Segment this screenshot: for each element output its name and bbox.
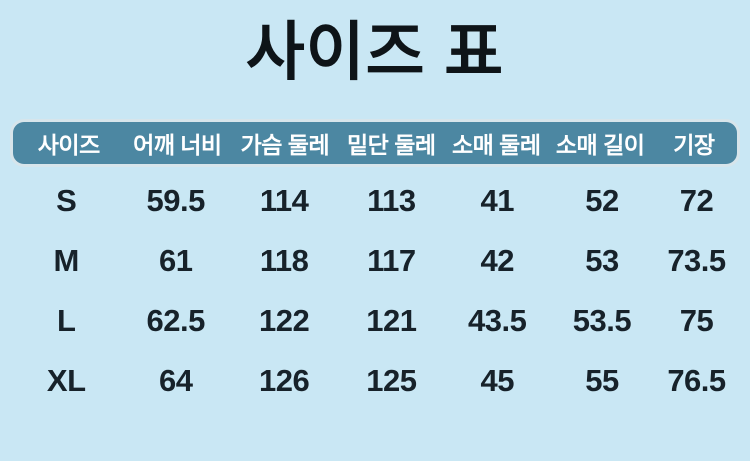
hem-circumference-value: 125 xyxy=(366,363,417,398)
shoulder-width-value: 62.5 xyxy=(146,303,206,338)
size-label: XL xyxy=(46,363,86,398)
sleeve-length-value: 53.5 xyxy=(572,303,632,338)
chest-circumference-value: 122 xyxy=(258,303,310,338)
table-row-xl: XL 64 126 125 45 55 76.5 xyxy=(10,351,740,411)
table-body: S 59.5 114 113 41 52 72 M 61 118 117 42 … xyxy=(10,171,740,411)
table-row-s: S 59.5 114 113 41 52 72 xyxy=(10,171,740,231)
garment-length-value: 72 xyxy=(679,183,714,218)
column-header-sleeve-circumference: 소매 둘레 xyxy=(451,132,541,158)
page-title: 사이즈 표 xyxy=(245,16,505,88)
column-header-size: 사이즈 xyxy=(37,132,100,158)
garment-length-value: 73.5 xyxy=(667,243,726,278)
hem-circumference-value: 121 xyxy=(366,303,417,338)
sleeve-length-value: 52 xyxy=(585,183,619,218)
sleeve-length-value: 55 xyxy=(585,363,619,398)
size-label: L xyxy=(56,303,76,338)
table-row-m: M 61 118 117 42 53 73.5 xyxy=(10,231,740,291)
column-header-chest-circumference: 가슴 둘레 xyxy=(240,132,330,158)
size-label: S xyxy=(56,183,77,218)
garment-length-value: 76.5 xyxy=(667,363,726,398)
chest-circumference-value: 126 xyxy=(258,363,310,398)
hem-circumference-value: 113 xyxy=(367,183,416,218)
sleeve-circumference-value: 45 xyxy=(480,363,514,398)
chest-circumference-value: 114 xyxy=(259,183,309,218)
hem-circumference-value: 117 xyxy=(367,243,416,278)
sleeve-length-value: 53 xyxy=(585,243,619,278)
table-row-l: L 62.5 122 121 43.5 53.5 75 xyxy=(10,291,740,351)
shoulder-width-value: 59.5 xyxy=(146,183,206,218)
column-header-shoulder-width: 어깨 너비 xyxy=(133,132,222,158)
size-chart-page: 사이즈 표 사이즈 어깨 너비 가슴 둘레 밑단 둘레 소매 둘레 소매 길이 … xyxy=(0,4,750,461)
shoulder-width-value: 64 xyxy=(158,363,193,398)
sleeve-circumference-value: 42 xyxy=(480,243,514,278)
garment-length-value: 75 xyxy=(679,303,714,338)
column-header-garment-length: 기장 xyxy=(673,132,715,158)
sleeve-circumference-value: 43.5 xyxy=(468,303,527,338)
sleeve-circumference-value: 41 xyxy=(480,183,514,218)
table-header-row: 사이즈 어깨 너비 가슴 둘레 밑단 둘레 소매 둘레 소매 길이 기장 xyxy=(10,119,740,167)
column-header-hem-circumference: 밑단 둘레 xyxy=(347,132,436,158)
shoulder-width-value: 61 xyxy=(158,243,193,278)
chest-circumference-value: 118 xyxy=(259,243,309,278)
size-label: M xyxy=(53,243,80,278)
column-header-sleeve-length: 소매 길이 xyxy=(555,132,645,158)
